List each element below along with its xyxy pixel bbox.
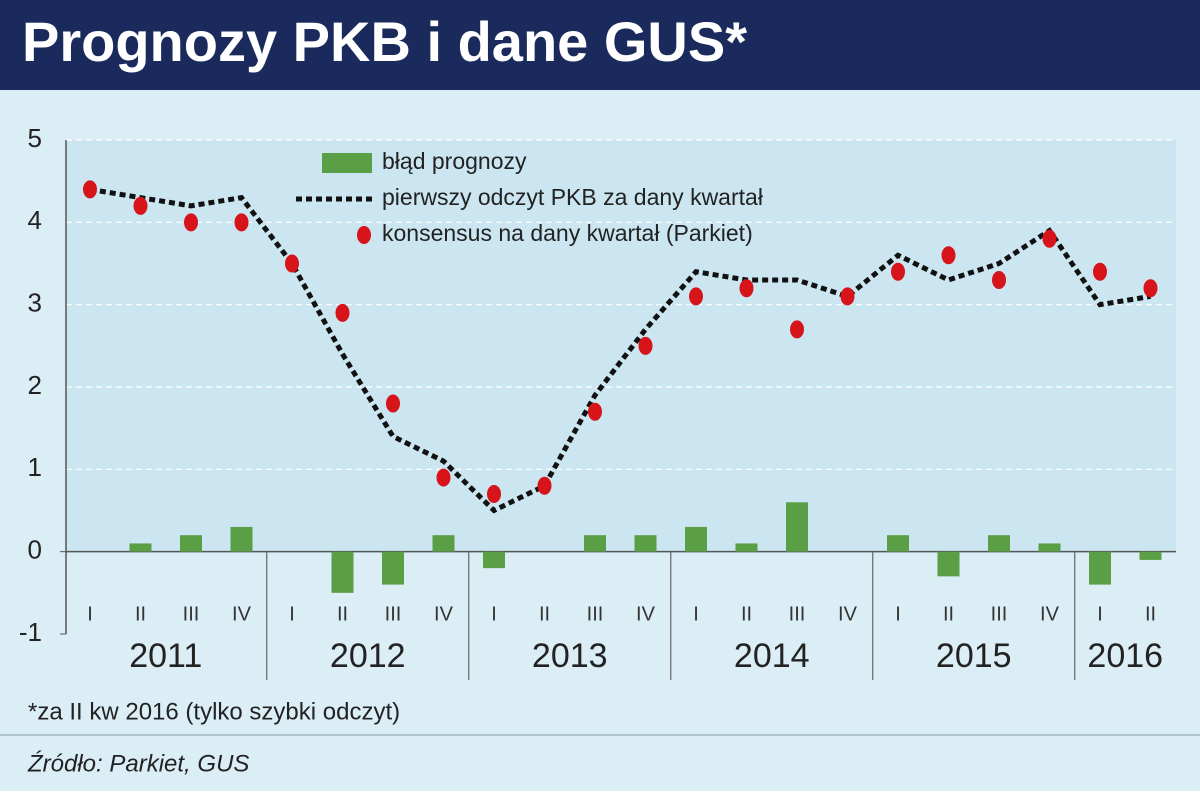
- y-tick-label: 5: [28, 123, 42, 153]
- dot: [1143, 279, 1158, 298]
- dot: [285, 254, 299, 273]
- year-label: 2012: [330, 637, 406, 675]
- x-tick-label: II: [1145, 603, 1156, 625]
- source: Źródło: Parkiet, GUS: [27, 750, 249, 777]
- legend-swatch: [322, 153, 372, 173]
- bar: [937, 551, 960, 577]
- bar: [230, 526, 253, 552]
- dot: [1042, 229, 1057, 248]
- dot: [184, 213, 198, 232]
- year-label: 2013: [532, 637, 608, 675]
- x-tick-label: IV: [838, 603, 858, 625]
- y-tick-label: 4: [28, 205, 42, 235]
- dot: [739, 279, 754, 298]
- dot: [941, 246, 956, 265]
- y-tick-label: 3: [28, 288, 42, 318]
- x-tick-label: I: [87, 603, 93, 625]
- bar: [483, 551, 505, 569]
- x-tick-label: I: [1097, 603, 1103, 625]
- dot: [588, 402, 602, 421]
- x-tick-label: IV: [1040, 603, 1060, 625]
- x-tick-label: IV: [636, 603, 656, 625]
- dot: [1093, 262, 1107, 281]
- x-tick-label: III: [183, 603, 200, 625]
- bar: [786, 502, 808, 552]
- legend-swatch: [357, 226, 371, 244]
- x-tick-label: II: [741, 603, 752, 625]
- x-tick-label: IV: [434, 603, 454, 625]
- dot: [537, 476, 552, 495]
- x-tick-label: I: [693, 603, 699, 625]
- legend-label: konsensus na dany kwartał (Parkiet): [382, 220, 753, 246]
- y-tick-label: 2: [28, 370, 42, 400]
- bar: [180, 535, 202, 552]
- x-tick-label: III: [587, 603, 604, 625]
- dot: [689, 287, 703, 306]
- data-line: [89, 186, 1151, 514]
- bar: [685, 526, 707, 552]
- y-tick-label: 1: [28, 452, 42, 482]
- x-tick-label: II: [337, 603, 348, 625]
- bar: [1139, 551, 1162, 560]
- bar: [1089, 551, 1111, 585]
- bar: [331, 551, 354, 593]
- dot: [386, 394, 400, 413]
- dot: [487, 485, 501, 504]
- dot: [840, 287, 855, 306]
- title-bar: [0, 0, 1200, 90]
- dot: [234, 213, 249, 232]
- year-label: 2014: [734, 637, 810, 675]
- bar: [988, 535, 1010, 552]
- dot: [83, 180, 97, 199]
- x-tick-label: IV: [232, 603, 252, 625]
- bar: [432, 535, 455, 552]
- dot: [335, 303, 350, 322]
- x-tick-label: I: [895, 603, 901, 625]
- chart-title: Prognozy PKB i dane GUS*: [22, 10, 747, 73]
- x-tick-label: III: [789, 603, 806, 625]
- y-tick-label: -1: [19, 617, 42, 647]
- bar: [1038, 543, 1061, 552]
- x-tick-label: II: [135, 603, 146, 625]
- dot: [436, 468, 451, 487]
- legend-label: błąd prognozy: [382, 148, 527, 174]
- legend-label: pierwszy odczyt PKB za dany kwartał: [382, 184, 763, 210]
- dot: [992, 270, 1006, 289]
- bar: [634, 535, 657, 552]
- dot: [638, 336, 653, 355]
- x-tick-label: I: [289, 603, 295, 625]
- x-tick-label: III: [991, 603, 1008, 625]
- x-tick-label: II: [943, 603, 954, 625]
- year-label: 2016: [1087, 637, 1163, 675]
- x-tick-label: II: [539, 603, 550, 625]
- dot: [790, 320, 804, 339]
- plot-area: [66, 140, 1176, 552]
- bar: [887, 535, 909, 552]
- dot: [891, 262, 905, 281]
- dot: [133, 196, 148, 215]
- x-tick-label: III: [385, 603, 402, 625]
- y-tick-label: 0: [28, 535, 42, 565]
- year-label: 2015: [936, 637, 1012, 675]
- year-label: 2011: [129, 637, 202, 675]
- x-tick-label: I: [491, 603, 497, 625]
- bar: [129, 543, 152, 552]
- footnote: *za II kw 2016 (tylko szybki odczyt): [28, 698, 400, 725]
- bar: [382, 551, 404, 585]
- bar: [584, 535, 606, 552]
- bar: [735, 543, 758, 552]
